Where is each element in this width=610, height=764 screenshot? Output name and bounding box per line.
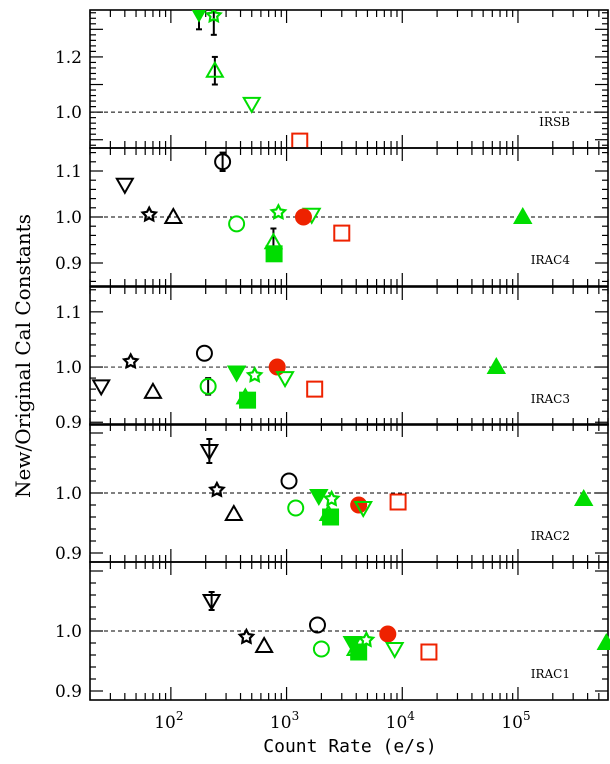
y-axis-title: New/Original Cal Constants: [11, 214, 35, 498]
black-tri-up-marker: [224, 503, 244, 521]
black-star-marker: [140, 205, 159, 223]
green-tri-down-marker: [191, 10, 207, 23]
green-tri-down-marker: [309, 489, 329, 507]
panel-label: IRSB: [539, 115, 570, 129]
markers-irac1: [201, 591, 610, 661]
green-circle-marker: [199, 377, 217, 395]
y-tick-label: 0.9: [55, 544, 82, 564]
markers-irsb: [191, 10, 309, 148]
black-circle-marker: [280, 472, 298, 490]
x-tick-exponent: 5: [523, 709, 531, 723]
x-tick-base: 10: [270, 713, 292, 733]
green-tri-up-marker: [486, 357, 507, 375]
green-square-marker: [350, 643, 368, 661]
black-tri-up-marker: [163, 206, 184, 224]
green-square-marker: [265, 245, 283, 263]
red-circle-marker: [350, 496, 368, 514]
green-tri-down-marker: [353, 501, 373, 519]
y-tick-label: 1.0: [55, 358, 82, 378]
x-tick-exponent: 2: [176, 709, 184, 723]
y-tick-label: 1.1: [55, 303, 82, 323]
green-tri-up-marker: [513, 206, 533, 224]
panel-irsb: 1.0 1.2 IRSB: [55, 9, 609, 149]
green-star-marker: [245, 365, 264, 383]
black-star-marker: [237, 627, 256, 645]
green-tri-up-marker: [596, 632, 610, 650]
green-circle-marker: [312, 640, 330, 658]
x-tick-exponent: 4: [407, 709, 415, 723]
green-tri-down-marker: [384, 642, 405, 660]
red-circle-marker: [294, 208, 312, 226]
black-circle-marker: [214, 153, 232, 171]
panel-frame: [89, 9, 609, 149]
green-square-marker: [239, 391, 257, 409]
black-tri-up-marker: [143, 381, 163, 399]
y-tick-label: 1.0: [55, 208, 82, 228]
black-circle-marker: [195, 344, 213, 362]
x-tick-base: 10: [501, 713, 523, 733]
panel-label: IRAC2: [531, 529, 570, 543]
y-tick-label: 0.9: [55, 682, 82, 702]
green-tri-down-marker: [226, 365, 247, 383]
y-tick-label: 1.0: [55, 622, 82, 642]
y-tick-label: 0.9: [55, 254, 82, 274]
panel-irac4: 0.9 1.0 1.1 IRAC4: [55, 147, 609, 287]
x-tick-label: 104: [386, 709, 416, 733]
red-square-marker: [306, 380, 324, 398]
black-circle-marker: [308, 616, 326, 634]
red-square-marker: [333, 224, 351, 242]
black-tri-down-marker: [91, 379, 111, 397]
x-tick-label: 102: [154, 709, 183, 733]
panel-irac2: 0.9 1.0 IRAC2: [55, 423, 609, 564]
red-square-marker: [389, 493, 407, 511]
x-tick-label: 105: [501, 709, 530, 733]
x-tick-base: 10: [386, 713, 408, 733]
y-tick-label: 1.0: [55, 103, 82, 123]
x-tick-labels: 102 103 104 105: [154, 709, 530, 733]
markers-irac2: [199, 438, 594, 526]
black-tri-up-marker: [254, 635, 274, 653]
green-tri-down-marker: [275, 371, 295, 389]
green-square-marker: [322, 508, 340, 526]
x-tick-exponent: 3: [292, 709, 300, 723]
green-star-marker: [269, 202, 288, 221]
red-square-marker: [420, 643, 438, 661]
green-star-marker: [204, 10, 223, 24]
markers-irac3: [91, 344, 507, 409]
black-tri-down-marker: [201, 594, 222, 612]
panel-label: IRAC1: [531, 667, 570, 681]
y-tick-label: 1.0: [55, 484, 82, 504]
panel-irac3: 0.9 1.0 1.1 IRAC3: [55, 286, 609, 433]
x-tick-label: 103: [270, 709, 299, 733]
red-circle-marker: [379, 625, 397, 643]
green-tri-up-marker: [573, 488, 594, 506]
x-axis-title: Count Rate (e/s): [263, 736, 436, 757]
markers-irac4: [115, 151, 533, 263]
red-square-marker: [291, 132, 309, 148]
green-tri-up-marker: [205, 60, 225, 78]
x-tick-base: 10: [154, 713, 176, 733]
y-tick-label: 0.9: [55, 413, 82, 433]
black-tri-down-marker: [199, 444, 220, 462]
black-tri-down-marker: [115, 177, 135, 195]
green-star-marker: [322, 489, 341, 507]
red-circle-marker: [268, 358, 286, 376]
panels-layer: 1.01.2IRSB0.91.01.1IRAC40.91.01.1IRAC30.…: [55, 9, 610, 702]
black-star-marker: [121, 352, 140, 370]
y-tick-label: 1.1: [55, 162, 82, 182]
green-tri-down-marker: [242, 96, 262, 114]
black-star-marker: [208, 480, 226, 498]
panel-label: IRAC4: [531, 253, 571, 267]
y-tick-label: 1.2: [55, 48, 82, 68]
green-circle-marker: [228, 215, 246, 233]
panel-label: IRAC3: [531, 392, 570, 406]
panel-irac1: 0.9 1.0 IRAC1: [55, 561, 610, 702]
green-circle-marker: [287, 499, 305, 517]
